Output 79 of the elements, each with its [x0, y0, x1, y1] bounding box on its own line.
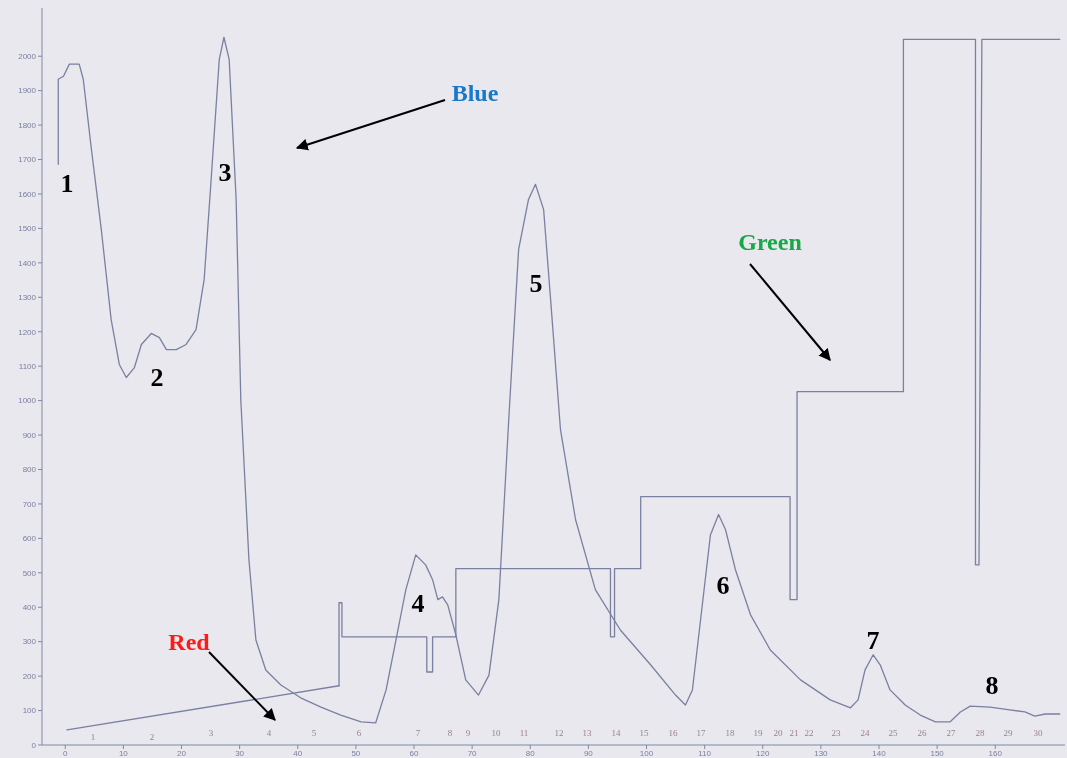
- annotation: 21: [789, 728, 799, 739]
- annotation: 22: [804, 728, 814, 739]
- annotation: 6: [716, 571, 730, 601]
- annotation: 10: [491, 728, 501, 739]
- x-tick-label: 160: [988, 749, 1003, 758]
- annotation: 30: [1033, 728, 1043, 739]
- x-tick-label: 80: [525, 749, 536, 758]
- x-tick-label: 70: [467, 749, 478, 758]
- y-tick-label: 1200: [18, 327, 37, 337]
- annotation: 2: [149, 732, 155, 743]
- annotation: 23: [831, 728, 841, 739]
- y-tick-label: 1300: [18, 293, 37, 303]
- y-tick-label: 1100: [18, 361, 37, 371]
- annotation: 28: [975, 728, 985, 739]
- annotation: Red: [168, 629, 211, 656]
- x-tick-label: 150: [930, 749, 945, 758]
- annotation: 26: [917, 728, 927, 739]
- annotation: Blue: [451, 80, 499, 107]
- x-tick-label: 30: [235, 749, 245, 758]
- annotation: 8: [447, 728, 453, 739]
- y-tick-label: 1000: [18, 396, 37, 406]
- x-tick-label: 40: [293, 749, 303, 758]
- x-tick-label: 0: [63, 749, 69, 758]
- y-tick-label: 100: [22, 706, 37, 716]
- annotation: 20: [773, 728, 783, 739]
- annotation: 7: [415, 728, 421, 739]
- y-tick-label: 1500: [18, 224, 37, 234]
- annotation: 3: [208, 728, 214, 739]
- x-tick-label: 50: [351, 749, 361, 758]
- annotation: 5: [529, 269, 543, 299]
- annotation: 4: [411, 589, 425, 619]
- annotation: 3: [218, 158, 232, 188]
- y-tick-label: 600: [22, 534, 37, 544]
- y-tick-label: 700: [22, 499, 37, 509]
- y-tick-label: 500: [22, 568, 37, 578]
- annotation: 17: [696, 728, 706, 739]
- annotation: 5: [311, 728, 317, 739]
- annotation: 13: [582, 728, 592, 739]
- x-tick-label: 90: [583, 749, 594, 758]
- y-tick-label: 800: [22, 465, 37, 475]
- y-tick-label: 300: [22, 637, 37, 647]
- annotation: 12: [554, 728, 564, 739]
- annotation: 24: [860, 728, 870, 739]
- annotation: 6: [356, 728, 362, 739]
- annotation: 1: [90, 732, 96, 743]
- annotation: 1: [60, 169, 74, 199]
- annotation: 7: [866, 626, 880, 656]
- y-tick-label: 1800: [18, 120, 37, 130]
- annotation: 8: [985, 671, 999, 701]
- x-tick-label: 110: [698, 749, 712, 758]
- annotation: 15: [639, 728, 649, 739]
- annotation: 14: [611, 728, 621, 739]
- y-tick-label: 400: [22, 603, 37, 613]
- annotation: 19: [753, 728, 763, 739]
- annotation: 27: [946, 728, 956, 739]
- annotation: 25: [888, 728, 898, 739]
- x-tick-label: 140: [872, 749, 887, 758]
- x-tick-label: 60: [409, 749, 419, 758]
- x-tick-label: 120: [756, 749, 770, 758]
- x-tick-label: 130: [814, 749, 829, 758]
- annotation: 16: [668, 728, 678, 739]
- annotation: Green: [738, 229, 802, 256]
- y-tick-label: 1900: [18, 86, 37, 96]
- y-tick-label: 1600: [18, 189, 37, 199]
- annotation: 2: [150, 363, 164, 393]
- annotation: 9: [465, 728, 471, 739]
- y-tick-label: 2000: [18, 52, 37, 62]
- annotation: 18: [725, 728, 735, 739]
- y-tick-label: 1700: [18, 155, 37, 165]
- annotation: 29: [1003, 728, 1013, 739]
- y-tick-label: 1400: [18, 258, 37, 268]
- y-tick-label: 200: [22, 671, 37, 681]
- x-tick-label: 20: [177, 749, 187, 758]
- annotation: 11: [519, 728, 529, 739]
- x-tick-label: 100: [639, 749, 654, 758]
- x-tick-label: 10: [118, 749, 129, 758]
- y-tick-label: 0: [31, 740, 37, 750]
- y-tick-label: 900: [22, 430, 37, 440]
- annotation: 4: [266, 728, 272, 739]
